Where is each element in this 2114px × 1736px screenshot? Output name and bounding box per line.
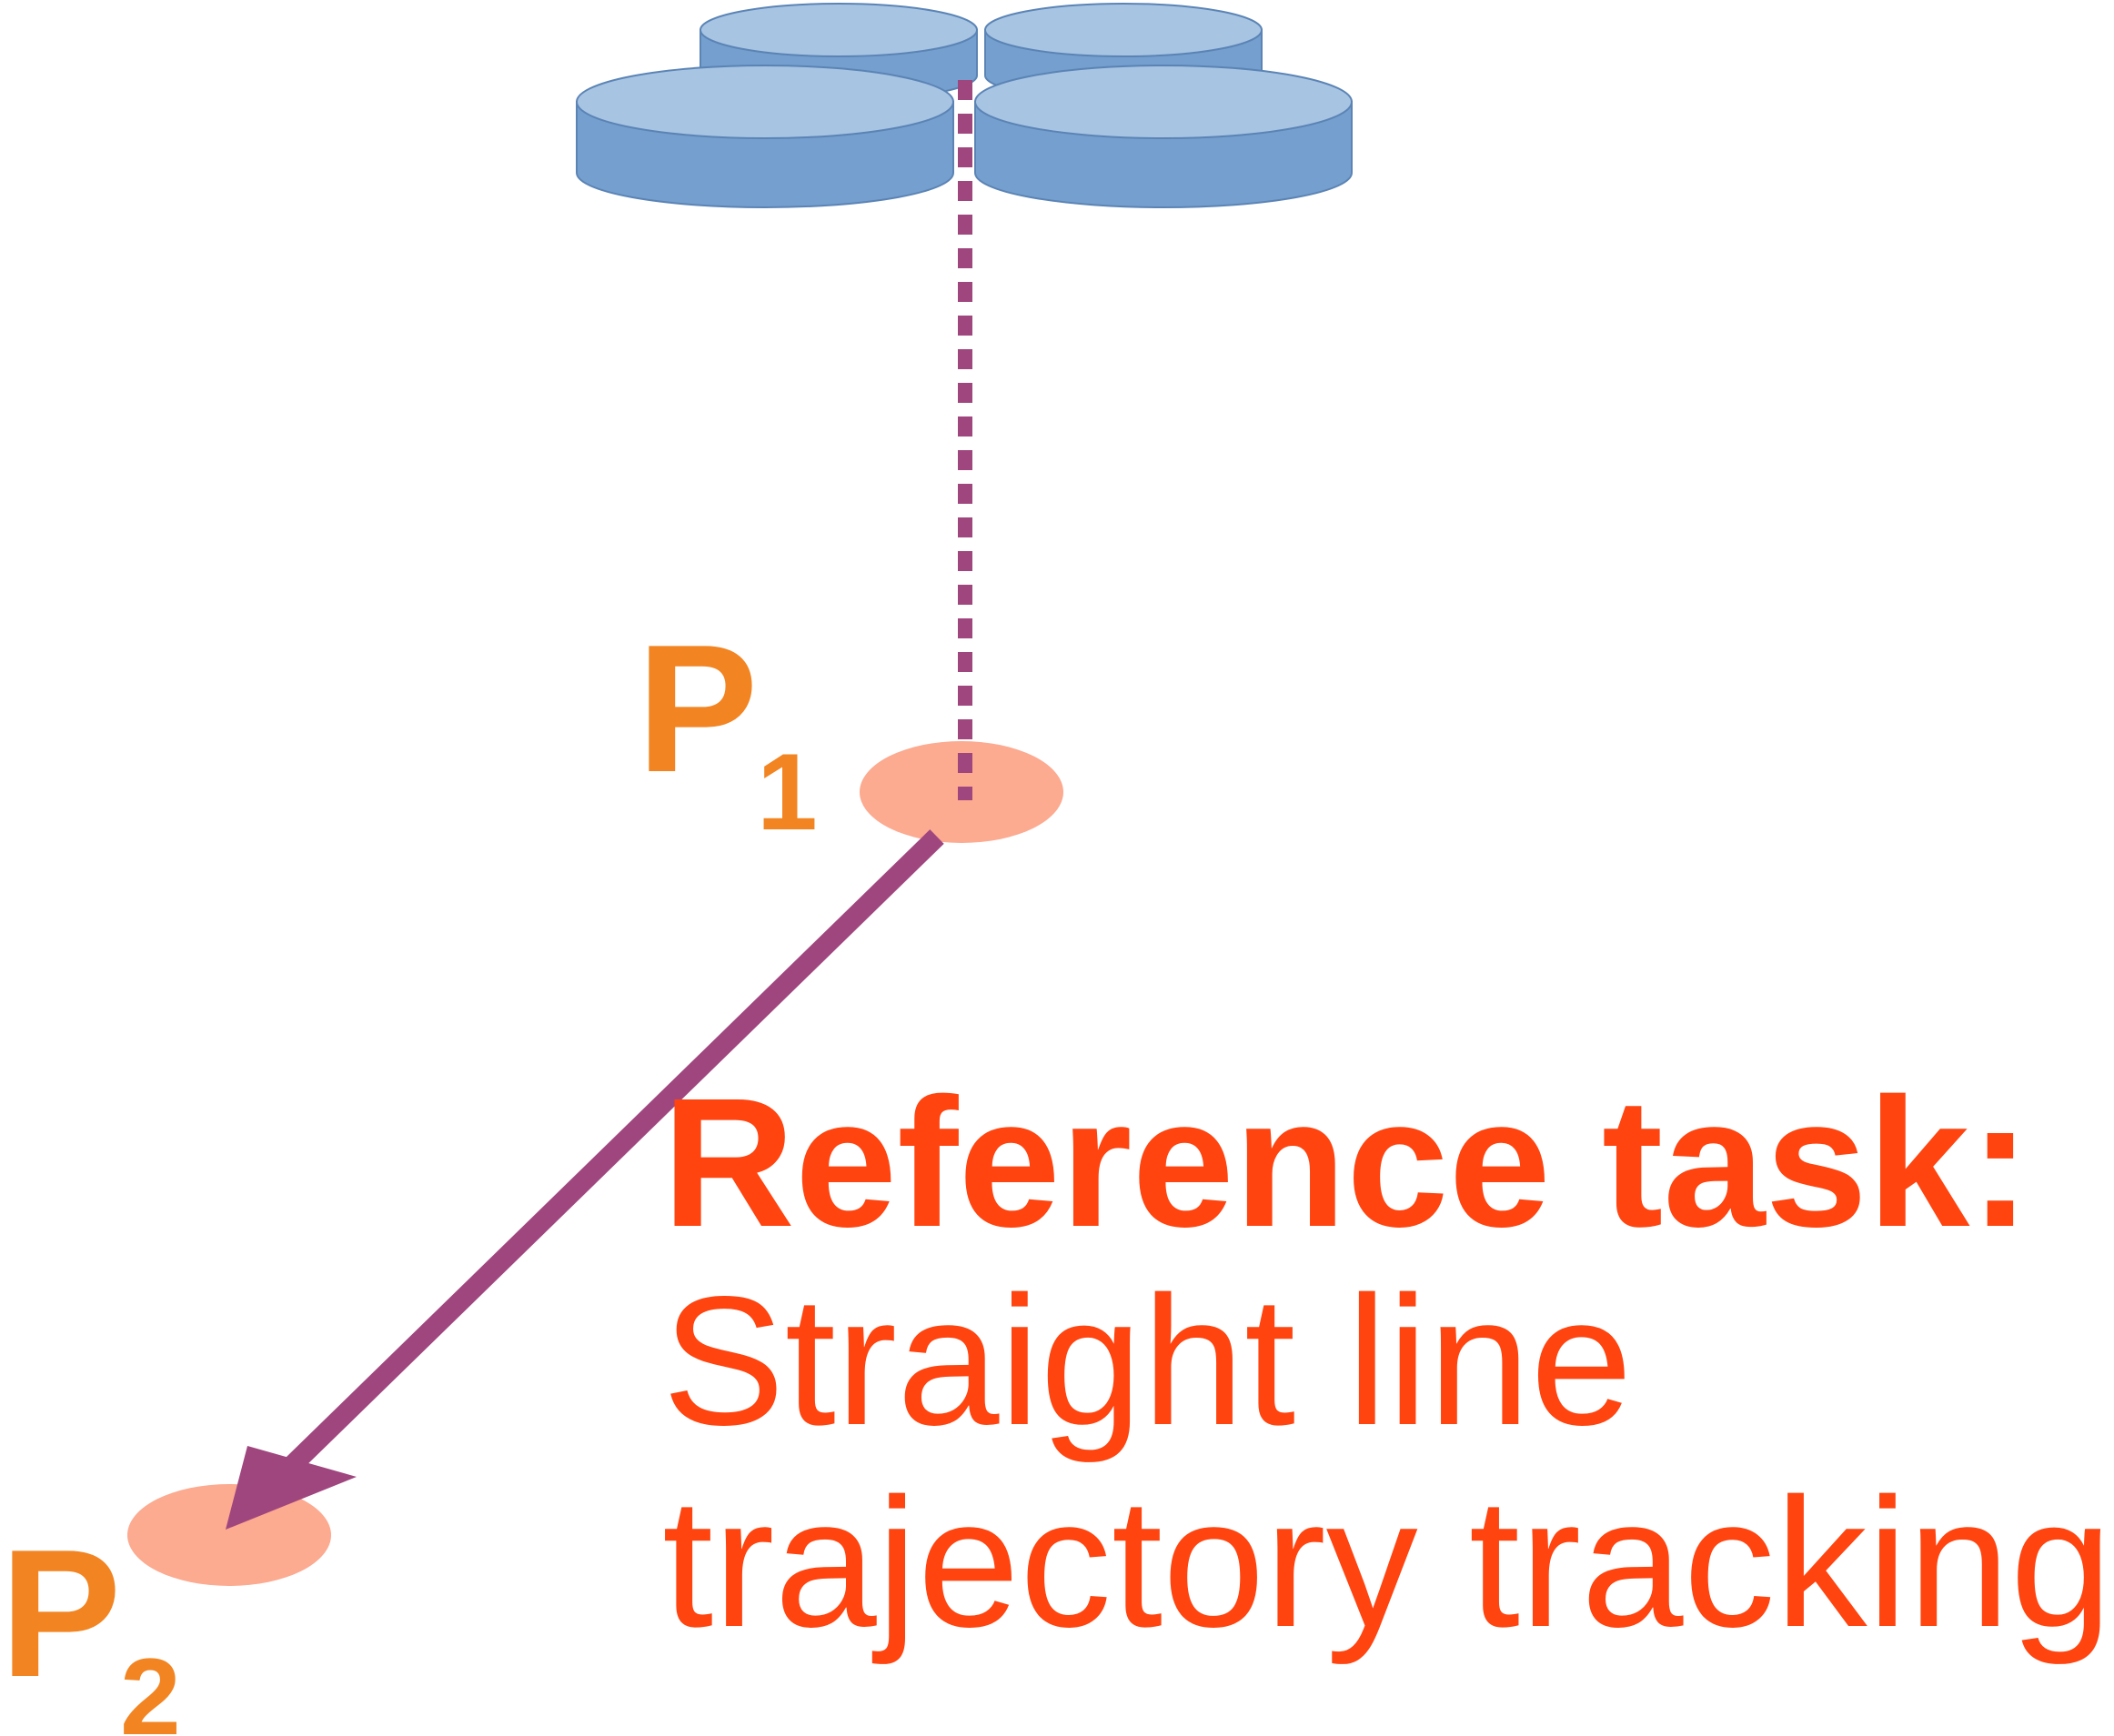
p1-subscript: 1 <box>757 731 818 853</box>
trajectory-arrow <box>226 829 944 1530</box>
p2-subscript-text: 2 <box>120 1636 181 1736</box>
quadrotor-drone-icon <box>576 3 1353 208</box>
caption-heading-text: Reference task <box>662 1059 1970 1265</box>
p1-letter: P <box>637 607 758 810</box>
caption-heading-colon: : <box>1969 1059 2030 1265</box>
rotor-front-left <box>576 65 954 208</box>
p1-label: P <box>637 607 758 810</box>
trajectory-arrowhead <box>226 1446 357 1530</box>
caption-line-2-text: trajectory tracking <box>662 1460 2112 1665</box>
rotor-front-right <box>974 65 1353 208</box>
waypoint-p2-ellipse <box>127 1484 331 1586</box>
caption-line-2: trajectory tracking <box>662 1460 2112 1665</box>
caption-line-1: Straight line <box>662 1258 1633 1463</box>
p2-subscript: 2 <box>120 1636 181 1736</box>
p2-label: P <box>0 1512 121 1715</box>
caption: Reference task: Straight line trajectory… <box>662 1059 2112 1665</box>
caption-line-1-text: Straight line <box>662 1258 1633 1463</box>
trajectory-arrow-shaft <box>267 829 944 1490</box>
p2-letter: P <box>0 1512 121 1715</box>
p1-subscript-text: 1 <box>757 731 818 853</box>
caption-heading: Reference task: <box>662 1059 2031 1265</box>
